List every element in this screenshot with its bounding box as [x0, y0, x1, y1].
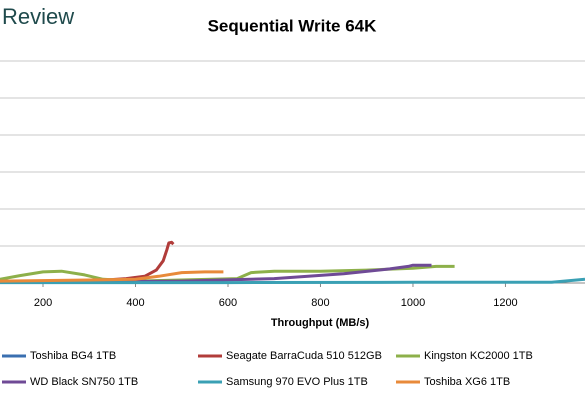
x-tick-label: 400	[126, 297, 144, 309]
legend-label: Samsung 970 EVO Plus 1TB	[226, 376, 368, 388]
brand: Review	[2, 4, 74, 29]
series-line	[0, 277, 585, 285]
legend-label: Seagate BarraCuda 510 512GB	[226, 350, 382, 362]
legend-label: Kingston KC2000 1TB	[424, 350, 533, 362]
chart-title: Sequential Write 64K	[208, 16, 378, 35]
legend-label: Toshiba XG6 1TB	[424, 376, 510, 388]
legend-label: WD Black SN750 1TB	[30, 376, 138, 388]
x-axis-label: Throughput (MB/s)	[271, 317, 370, 329]
series-line	[0, 263, 432, 284]
x-tick-label: 1200	[493, 297, 517, 309]
legend-label: Toshiba BG4 1TB	[30, 350, 116, 362]
series-line	[0, 270, 224, 283]
x-tick-label: 600	[219, 297, 237, 309]
x-tick-label: 200	[34, 297, 52, 309]
x-tick-label: 800	[311, 297, 329, 309]
x-tick-label: 1000	[401, 297, 425, 309]
